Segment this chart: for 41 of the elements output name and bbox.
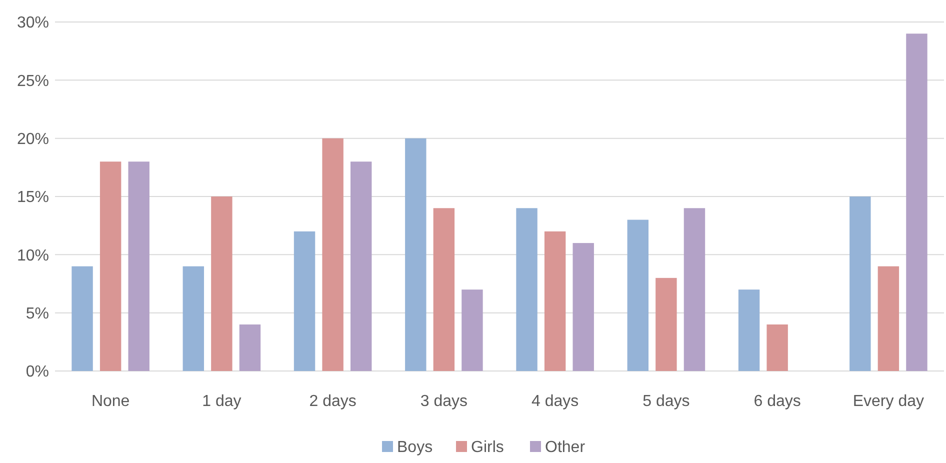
bar xyxy=(239,324,261,371)
bar xyxy=(322,138,344,371)
x-tick-label: 6 days xyxy=(754,393,801,410)
bar xyxy=(294,231,316,371)
x-tick-label: None xyxy=(91,393,130,410)
y-tick-label: 25% xyxy=(16,72,49,90)
y-tick-label: 30% xyxy=(16,14,49,32)
bar xyxy=(211,196,232,371)
bar xyxy=(433,208,455,371)
x-tick-label: 4 days xyxy=(531,393,579,410)
x-tick-label: Every day xyxy=(852,393,924,410)
x-tick-label: 2 days xyxy=(309,393,356,410)
bar xyxy=(516,208,538,371)
bar xyxy=(462,290,483,371)
bar xyxy=(850,196,871,371)
y-tick-label: 5% xyxy=(26,305,49,322)
bar xyxy=(128,162,150,371)
bar xyxy=(100,162,122,371)
bar xyxy=(72,266,93,371)
x-tick-label: 1 day xyxy=(202,393,242,410)
bar xyxy=(627,220,649,371)
bar xyxy=(878,266,900,371)
y-tick-label: 20% xyxy=(16,130,49,148)
bar xyxy=(738,290,760,371)
bar xyxy=(684,208,706,371)
bar xyxy=(572,243,594,371)
x-tick-label: 5 days xyxy=(642,393,690,410)
legend-label: Girls xyxy=(471,439,504,456)
legend-label: Boys xyxy=(397,439,433,456)
bar xyxy=(766,324,788,371)
y-tick-label: 15% xyxy=(16,189,49,206)
bar xyxy=(656,278,677,371)
y-tick-label: 10% xyxy=(16,247,49,264)
bar xyxy=(405,138,426,371)
bar xyxy=(350,162,372,371)
y-tick-label: 0% xyxy=(26,364,49,381)
bar xyxy=(182,266,204,371)
bar xyxy=(544,231,566,371)
x-tick-label: 3 days xyxy=(420,393,468,410)
legend-label: Other xyxy=(545,439,586,456)
bar xyxy=(906,34,928,371)
